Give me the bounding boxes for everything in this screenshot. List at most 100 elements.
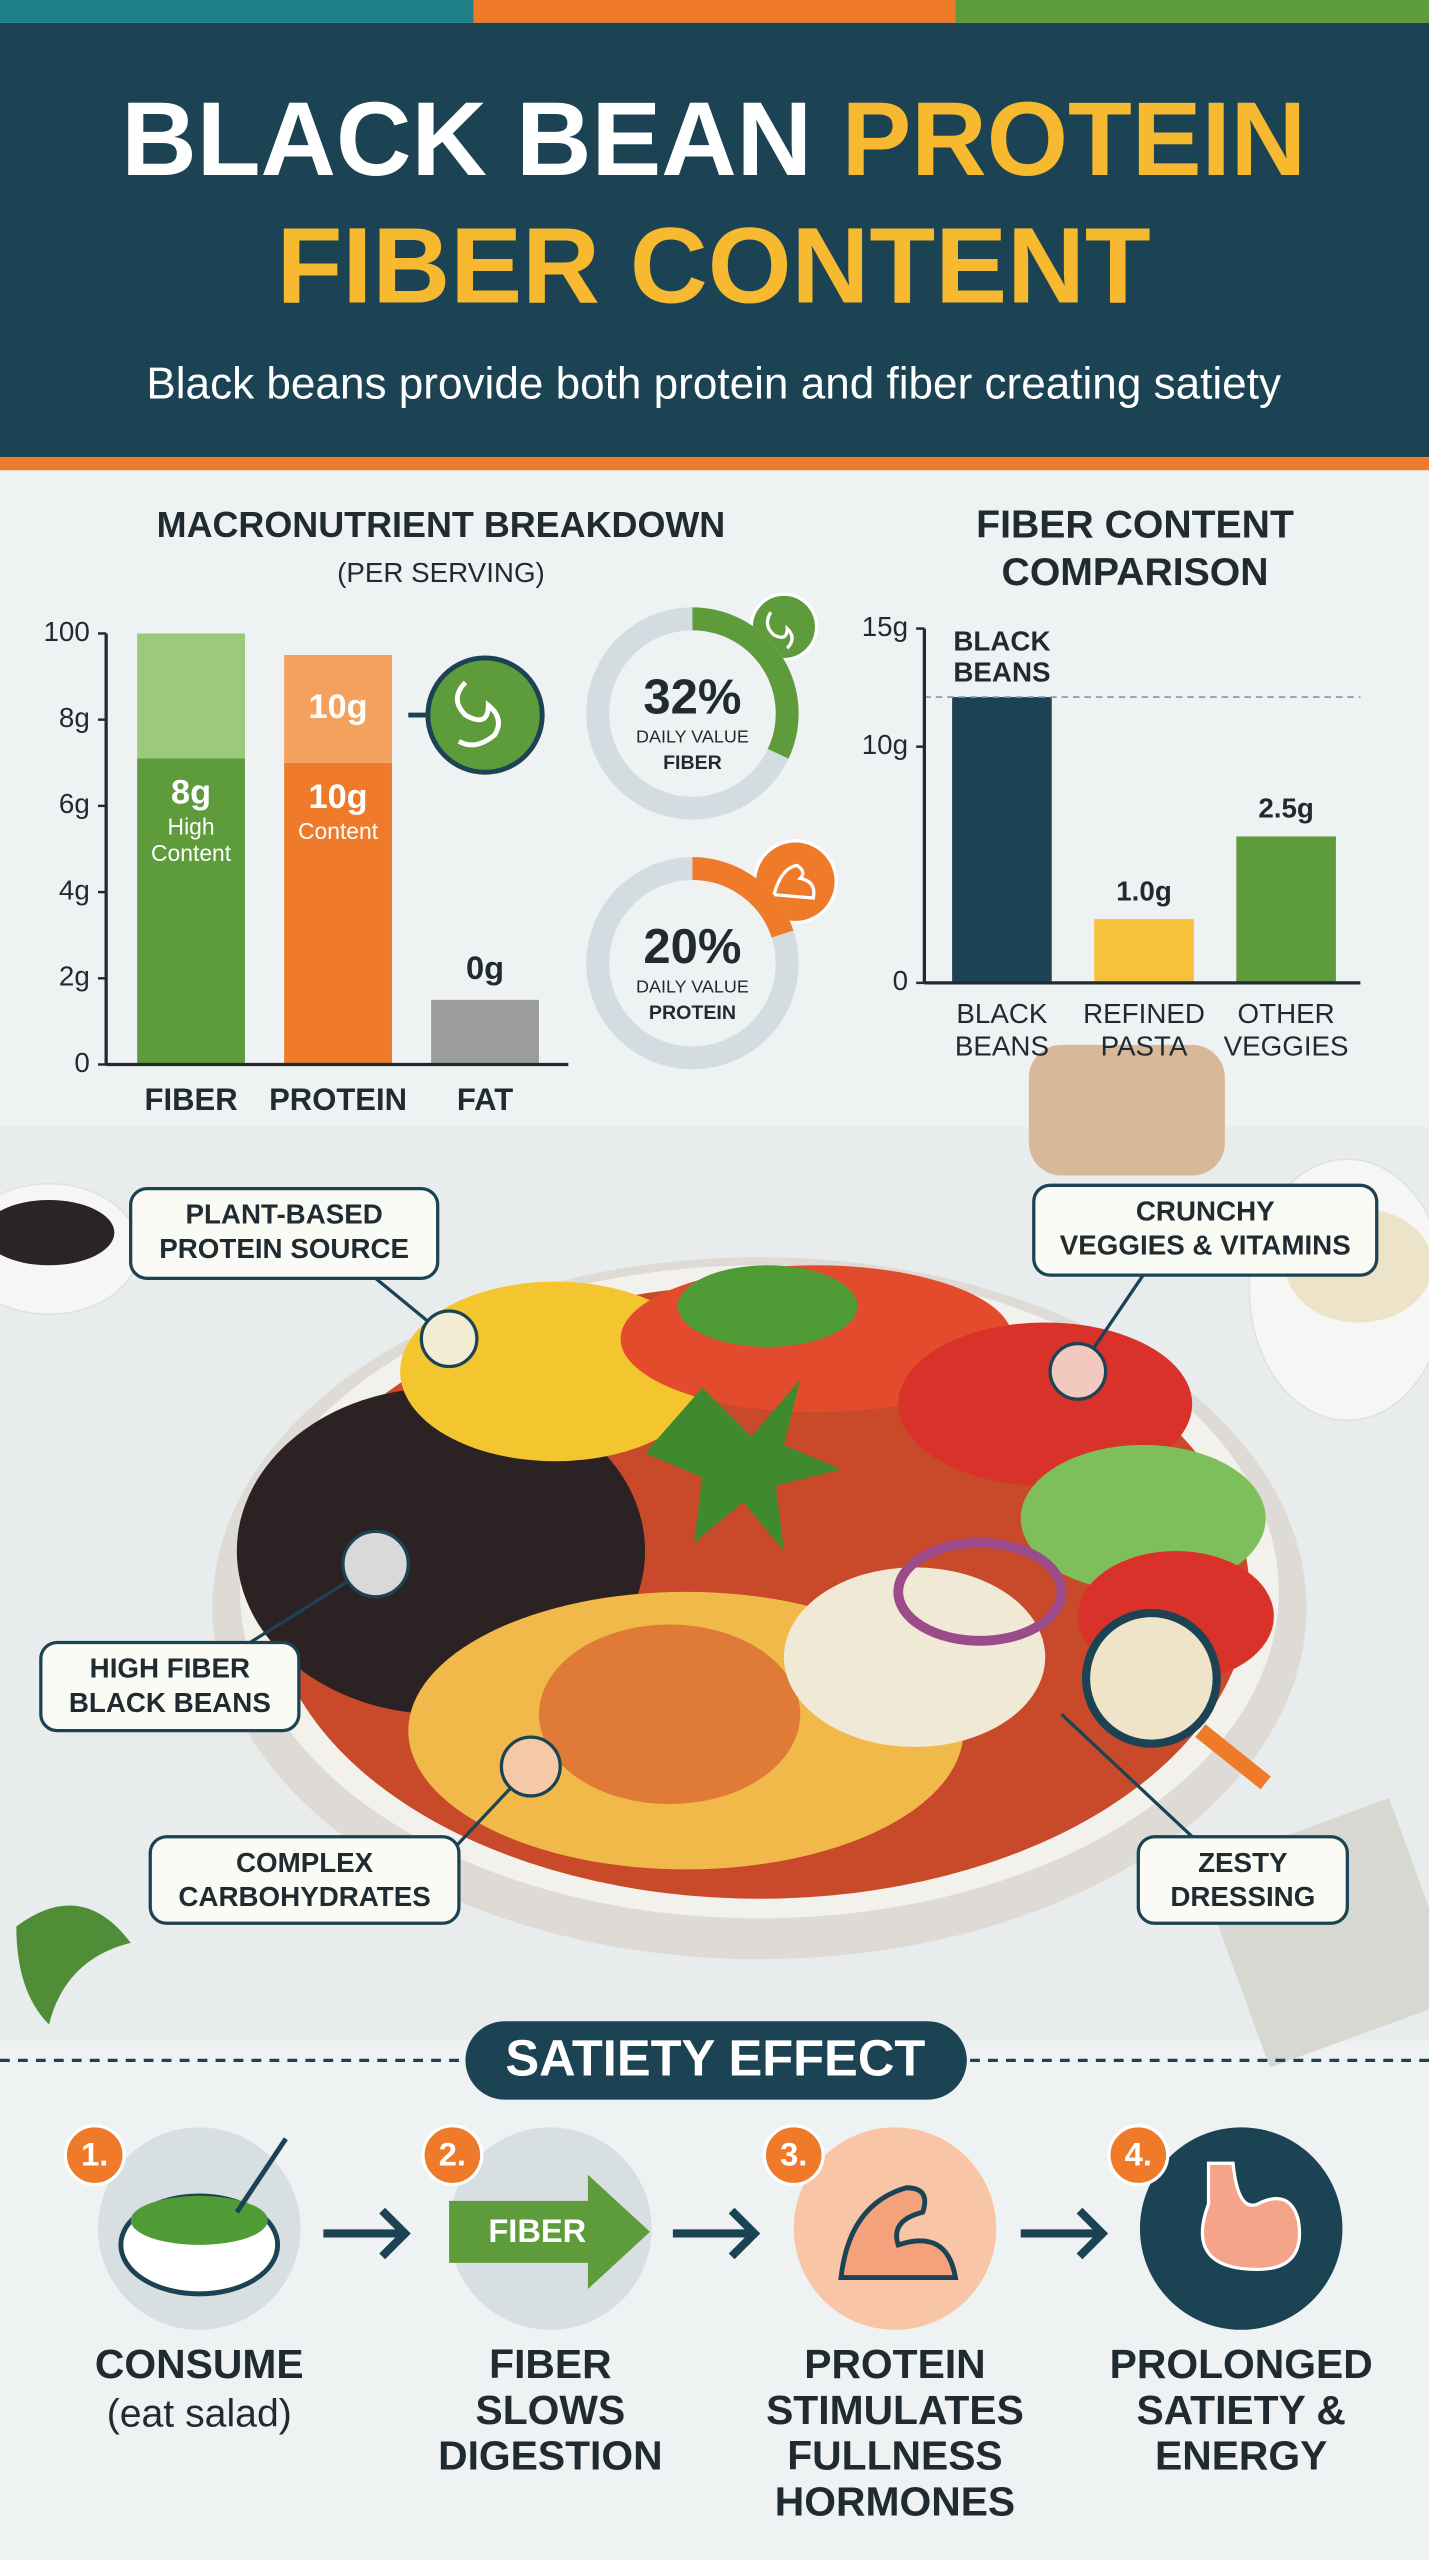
gut-icon	[408, 655, 545, 775]
y-tick-label: 10g	[862, 729, 908, 760]
y-tick-label: 8g	[59, 702, 90, 733]
callout-text: BLACK BEANS	[69, 1687, 271, 1718]
step-badge	[421, 2124, 484, 2187]
shaker	[1028, 1044, 1225, 1176]
chart-title: FIBER CONTENT	[976, 504, 1294, 547]
step-label: CONSUME	[95, 2341, 304, 2387]
step-label: ENERGY	[1155, 2433, 1327, 2479]
bar-label: 0g	[466, 949, 504, 986]
step-label: PROLONGED	[1110, 2341, 1373, 2387]
step-arrows	[323, 2207, 1109, 2260]
title-part: BLACK BEAN	[121, 81, 812, 198]
section-pill	[465, 2021, 967, 2100]
title-line: FIBER CONTENT	[277, 205, 1151, 326]
chart-title: COMPARISON	[1002, 551, 1269, 594]
donut-arc	[692, 607, 799, 759]
y-tick-label: 4g	[59, 874, 90, 905]
bar	[1094, 919, 1194, 983]
step-number: 2.	[439, 2135, 466, 2172]
bar-segment	[431, 999, 539, 1065]
donut-name: PROTEIN	[649, 1002, 736, 1024]
x-tick-label: VEGGIES	[1224, 1030, 1349, 1061]
y-tick-label: 0	[893, 965, 908, 996]
steps: 1.CONSUME(eat salad)2.FIBERFIBERSLOWSDIG…	[63, 2124, 1373, 2524]
step-label: STIMULATES	[766, 2387, 1024, 2433]
y-tick-label: 2g	[59, 961, 90, 992]
title-part: PROTEIN	[842, 81, 1307, 198]
bar-sublabel: High	[168, 814, 215, 840]
callout-text: HIGH FIBER	[90, 1653, 250, 1684]
y-tick-label: 100	[44, 616, 90, 647]
step-number: 3.	[780, 2135, 807, 2172]
bar	[952, 697, 1052, 983]
bar-segment	[137, 758, 245, 1065]
bar-label: 2.5g	[1258, 793, 1314, 824]
bar-label: 8g	[171, 773, 211, 811]
step-label: SLOWS	[476, 2387, 626, 2433]
bar-segment	[284, 655, 392, 763]
header-rule	[0, 457, 1429, 471]
stripe	[955, 0, 1429, 23]
callout-connectors	[244, 1274, 1271, 1847]
donut-value: 32%	[643, 670, 741, 724]
step-arrow-text: FIBER	[488, 2212, 586, 2249]
y-tick-label: 6g	[59, 788, 90, 819]
y-tick-label: 0	[74, 1047, 89, 1078]
callout-box	[1032, 1183, 1379, 1277]
donut-arc	[692, 857, 794, 938]
x-tick-label: PROTEIN	[269, 1082, 407, 1117]
bar-sublabel: Content	[151, 840, 232, 866]
step-label: PROTEIN	[804, 2341, 985, 2387]
x-tick-label: BEANS	[955, 1030, 1049, 1061]
bar-segment	[137, 633, 245, 759]
callout-text: COMPLEX	[236, 1847, 374, 1878]
callout-text: ZESTY	[1198, 1847, 1288, 1878]
bar-label: 10g	[309, 688, 368, 726]
callout-text: CARBOHYDRATES	[178, 1881, 430, 1912]
stripe	[473, 0, 956, 23]
chart-subtitle: (PER SERVING)	[337, 557, 545, 588]
parsley	[16, 1905, 131, 2025]
callout-text: DRESSING	[1170, 1881, 1315, 1912]
callout-text: CRUNCHY	[1136, 1195, 1275, 1226]
x-tick-label: BLACK	[956, 998, 1048, 1029]
section-title: SATIETY EFFECT	[505, 2029, 925, 2086]
bar-segment	[284, 762, 392, 1065]
callout-text: VEGGIES & VITAMINS	[1060, 1230, 1351, 1261]
bar-label: 10g	[309, 778, 368, 816]
chart-title: MACRONUTRIENT BREAKDOWN	[157, 504, 726, 545]
title-line: BLACK BEAN PROTEIN	[121, 81, 1306, 198]
callout-text: PROTEIN SOURCE	[159, 1233, 409, 1264]
step-label: FULLNESS	[787, 2433, 1002, 2479]
callout-box	[39, 1640, 301, 1733]
stripe	[0, 0, 474, 23]
bar	[1236, 836, 1336, 983]
y-tick-label: 15g	[862, 611, 908, 642]
step-number: 1.	[81, 2135, 108, 2172]
x-tick-label: FAT	[457, 1082, 513, 1117]
callout-box	[1136, 1835, 1349, 1925]
callout-box	[129, 1186, 440, 1281]
bar-label: 1.0g	[1116, 875, 1172, 906]
step-icons	[97, 2127, 1343, 2330]
step-badge	[63, 2124, 126, 2187]
donut-caption: DAILY VALUE	[636, 977, 749, 997]
bar-label: BEANS	[953, 657, 1050, 688]
step-label: DIGESTION	[438, 2433, 663, 2479]
step-badge	[762, 2124, 825, 2187]
step-label: SATIETY &	[1136, 2387, 1345, 2433]
callout-text: PLANT-BASED	[185, 1199, 382, 1230]
donut-value: 20%	[643, 920, 741, 974]
bar-sublabel: Content	[298, 818, 379, 844]
x-tick-label: OTHER	[1238, 998, 1335, 1029]
bar-label: BLACK	[953, 626, 1050, 657]
x-tick-label: FIBER	[145, 1082, 238, 1117]
step-badge	[1107, 2124, 1170, 2187]
donut-name: FIBER	[663, 752, 722, 774]
side-beans	[0, 1200, 115, 1266]
step-label: FIBER	[489, 2341, 611, 2387]
header-band	[0, 22, 1429, 458]
